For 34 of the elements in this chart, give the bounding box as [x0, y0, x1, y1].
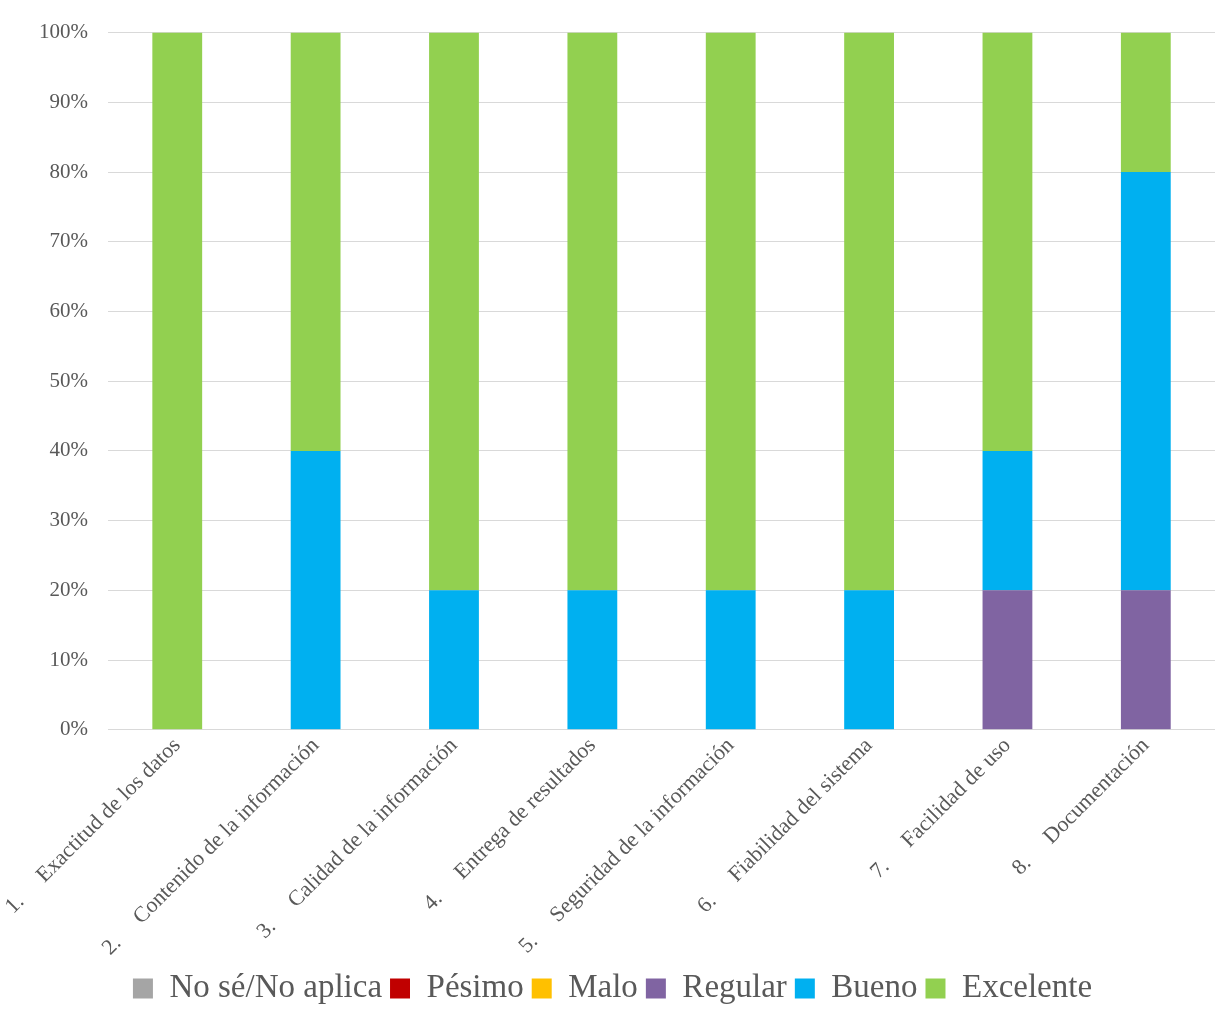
- bar: [982, 450, 1033, 591]
- bar: [844, 590, 894, 730]
- bar: [290, 32, 341, 451]
- bar: [567, 32, 618, 591]
- legend-label: Pésimo: [426, 968, 524, 1005]
- bar: [844, 32, 894, 591]
- bar: [429, 590, 479, 730]
- bar: [982, 590, 1033, 730]
- y-tick-label: 90%: [49, 88, 89, 113]
- y-tick-label: 50%: [49, 367, 89, 392]
- bar: [290, 450, 341, 730]
- y-tick-label: 0%: [60, 716, 89, 741]
- legend-label: Malo: [568, 968, 638, 1005]
- bar: [567, 590, 618, 730]
- y-tick-label: 10%: [49, 646, 89, 671]
- legend-label: No sé/No aplica: [169, 968, 383, 1005]
- y-tick-label: 100%: [39, 19, 89, 44]
- bar: [1120, 32, 1171, 173]
- bar: [429, 32, 479, 591]
- bar: [982, 32, 1033, 451]
- y-tick-label: 80%: [49, 158, 89, 183]
- legend-label: Bueno: [831, 968, 918, 1005]
- y-tick-label: 60%: [49, 298, 89, 322]
- y-tick-label: 20%: [49, 576, 89, 601]
- bar: [705, 590, 756, 730]
- y-tick-label: 40%: [49, 437, 89, 462]
- legend-label: Excelente: [961, 968, 1093, 1005]
- bar: [1120, 172, 1171, 591]
- bar: [705, 32, 756, 591]
- y-tick-label: 30%: [49, 507, 89, 532]
- y-tick-label: 70%: [49, 228, 89, 253]
- bar: [1120, 590, 1171, 730]
- legend-label: Regular: [682, 968, 787, 1005]
- bar: [152, 32, 203, 730]
